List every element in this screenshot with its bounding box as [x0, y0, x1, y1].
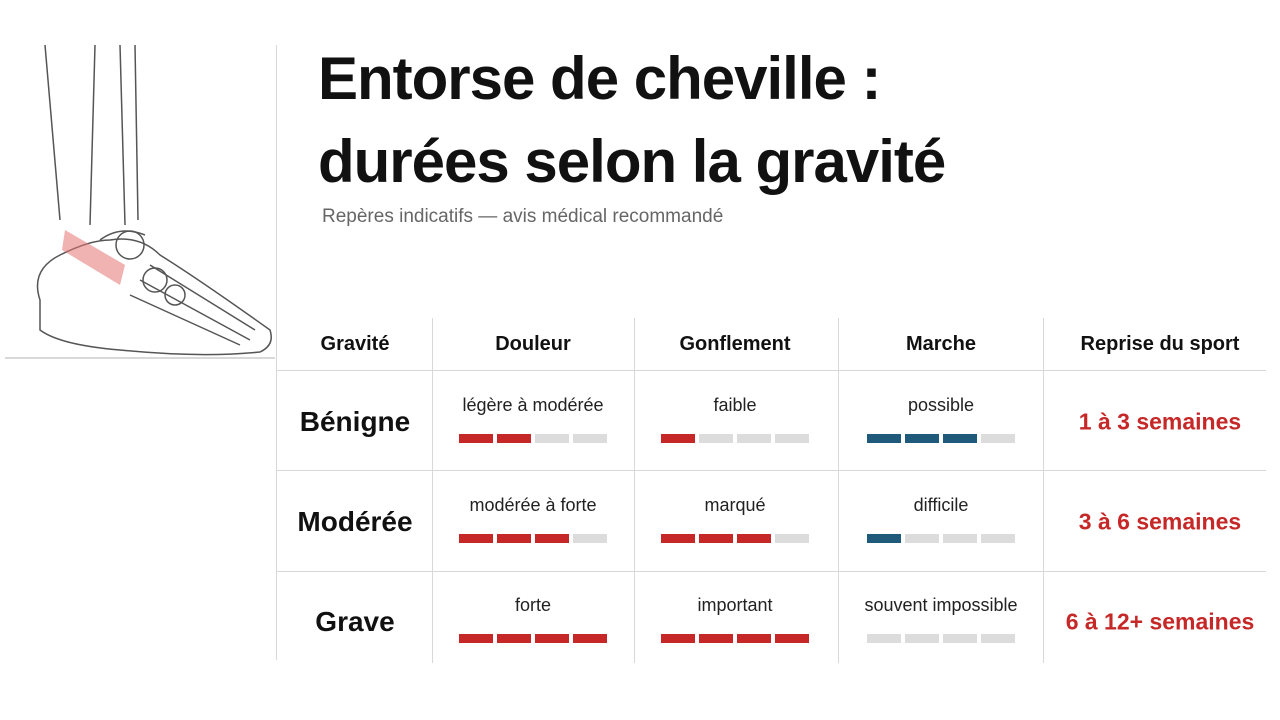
- level-segment: [459, 434, 493, 443]
- cell-text: possible: [907, 395, 975, 415]
- level-segment: [905, 634, 939, 643]
- level-segment: [535, 634, 569, 643]
- level-segment: [905, 534, 939, 543]
- level-segment: [943, 634, 977, 643]
- column-header: Reprise du sport: [1080, 333, 1240, 355]
- level-segment: [737, 434, 771, 443]
- severity: Modérée: [297, 506, 413, 537]
- level-segment: [661, 634, 695, 643]
- cell-text: difficile: [913, 495, 969, 515]
- column-divider: [432, 318, 433, 663]
- level-segment: [867, 534, 901, 543]
- divider: [276, 45, 277, 660]
- level-segment: [497, 434, 531, 443]
- cell-text: marqué: [704, 495, 766, 515]
- column-header: Gravité: [320, 333, 390, 355]
- level-segment: [905, 434, 939, 443]
- level-segment: [943, 534, 977, 543]
- level-segment: [535, 434, 569, 443]
- return-duration: 1 à 3 semaines: [1078, 408, 1242, 435]
- column-divider: [1043, 318, 1044, 663]
- level-segment: [535, 534, 569, 543]
- cell-text: souvent impossible: [864, 595, 1018, 615]
- row-divider: [276, 370, 1266, 371]
- ankle-illustration: [5, 44, 275, 359]
- title: Entorse de cheville :: [318, 45, 882, 112]
- level-segment: [497, 534, 531, 543]
- level-segment: [573, 534, 607, 543]
- cell-text: faible: [713, 395, 757, 415]
- level-segment: [699, 434, 733, 443]
- level-segment: [459, 634, 493, 643]
- level-segment: [661, 534, 695, 543]
- level-segment: [699, 534, 733, 543]
- cell-text: légère à modérée: [462, 395, 604, 415]
- level-segment: [737, 534, 771, 543]
- level-segment: [775, 434, 809, 443]
- level-segment: [573, 434, 607, 443]
- column-header: Douleur: [495, 333, 571, 355]
- level-segment: [775, 634, 809, 643]
- cell-text: forte: [514, 595, 552, 615]
- column-divider: [838, 318, 839, 663]
- return-duration: 6 à 12+ semaines: [1065, 608, 1255, 635]
- severity: Bénigne: [299, 406, 411, 437]
- column-header: Marche: [905, 333, 977, 355]
- subtitle: Repères indicatifs — avis médical recomm…: [322, 206, 724, 227]
- level-segment: [867, 634, 901, 643]
- level-segment: [459, 534, 493, 543]
- level-segment: [775, 534, 809, 543]
- cell-text: important: [697, 595, 773, 615]
- column-divider: [634, 318, 635, 663]
- return-duration: 3 à 6 semaines: [1078, 508, 1242, 535]
- level-segment: [497, 634, 531, 643]
- cell-text: modérée à forte: [469, 495, 597, 515]
- level-segment: [573, 634, 607, 643]
- level-segment: [943, 434, 977, 443]
- row-divider: [276, 571, 1266, 572]
- row-divider: [276, 470, 1266, 471]
- level-segment: [867, 434, 901, 443]
- level-segment: [981, 534, 1015, 543]
- level-segment: [699, 634, 733, 643]
- level-segment: [981, 434, 1015, 443]
- level-segment: [737, 634, 771, 643]
- column-header: Gonflement: [679, 333, 791, 355]
- title: durées selon la gravité: [318, 128, 946, 195]
- level-segment: [661, 434, 695, 443]
- level-segment: [981, 634, 1015, 643]
- severity: Grave: [315, 606, 395, 637]
